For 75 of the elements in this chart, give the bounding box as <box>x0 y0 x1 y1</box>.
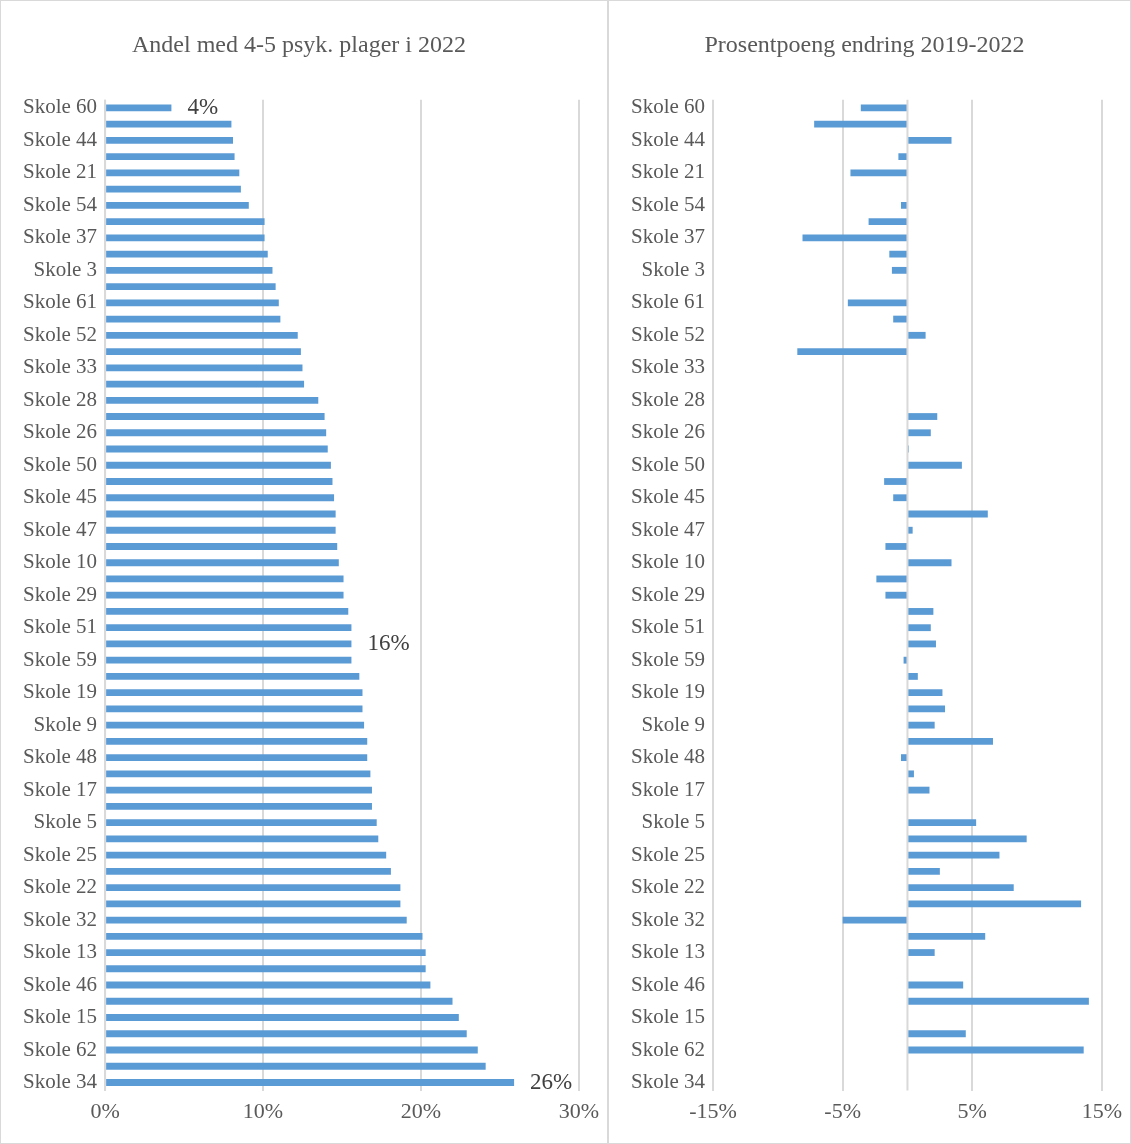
y-tick-label: Skole 47 <box>22 516 98 541</box>
x-tick-label: 30% <box>558 1097 599 1123</box>
data-label: 4% <box>187 93 219 119</box>
y-tick-label: Skole 62 <box>22 1036 98 1061</box>
y-tick-label: Skole 61 <box>22 289 98 314</box>
y-tick-label: Skole 46 <box>630 971 706 996</box>
y-tick-label: Skole 15 <box>630 1004 706 1029</box>
y-tick-label: Skole 22 <box>630 874 706 899</box>
y-tick-label: Skole 47 <box>630 516 706 541</box>
x-tick-label: 10% <box>242 1097 284 1123</box>
x-tick-label: 15% <box>1081 1097 1122 1123</box>
y-tick-label: Skole 15 <box>22 1004 98 1029</box>
y-tick-label: Skole 25 <box>22 841 98 866</box>
y-tick-label: Skole 37 <box>630 224 706 249</box>
y-tick-label: Skole 9 <box>641 711 706 736</box>
y-tick-label: Skole 61 <box>630 289 706 314</box>
y-tick-label: Skole 9 <box>33 711 98 736</box>
y-tick-label: Skole 44 <box>630 126 706 151</box>
y-tick-label: Skole 26 <box>22 419 98 444</box>
y-tick-label: Skole 3 <box>641 256 706 281</box>
y-tick-label: Skole 34 <box>630 1068 706 1093</box>
y-tick-label: Skole 29 <box>630 581 706 606</box>
y-tick-label: Skole 54 <box>630 191 706 216</box>
y-tick-label: Skole 13 <box>630 939 706 964</box>
y-tick-label: Skole 5 <box>641 809 706 834</box>
y-tick-label: Skole 50 <box>630 451 706 476</box>
y-tick-label: Skole 17 <box>630 776 706 801</box>
data-label: 26% <box>530 1068 573 1094</box>
y-tick-label: Skole 26 <box>630 419 706 444</box>
y-tick-label: Skole 48 <box>22 744 98 769</box>
y-tick-label: Skole 52 <box>630 321 706 346</box>
x-tick-label: -5% <box>824 1097 861 1123</box>
y-tick-label: Skole 33 <box>630 354 706 379</box>
y-tick-label: Skole 21 <box>630 159 706 184</box>
y-tick-label: Skole 37 <box>22 224 98 249</box>
y-tick-label: Skole 62 <box>630 1036 706 1061</box>
y-tick-label: Skole 46 <box>22 971 98 996</box>
chart-title: Andel med 4-5 psyk. plager i 2022 <box>132 30 466 57</box>
y-tick-label: Skole 48 <box>630 744 706 769</box>
y-tick-label: Skole 28 <box>22 386 98 411</box>
y-tick-label: Skole 60 <box>630 94 706 119</box>
y-tick-label: Skole 29 <box>22 581 98 606</box>
y-tick-label: Skole 19 <box>22 679 98 704</box>
y-tick-label: Skole 3 <box>33 256 98 281</box>
y-tick-label: Skole 19 <box>630 679 706 704</box>
y-tick-label: Skole 21 <box>22 159 98 184</box>
y-tick-label: Skole 28 <box>630 386 706 411</box>
y-tick-label: Skole 10 <box>22 549 98 574</box>
y-tick-label: Skole 59 <box>630 646 706 671</box>
y-tick-label: Skole 45 <box>22 484 98 509</box>
y-tick-label: Skole 22 <box>22 874 98 899</box>
y-tick-label: Skole 45 <box>630 484 706 509</box>
x-tick-label: -15% <box>689 1097 737 1123</box>
y-tick-label: Skole 33 <box>22 354 98 379</box>
y-tick-label: Skole 54 <box>22 191 98 216</box>
y-tick-label: Skole 34 <box>22 1068 98 1093</box>
data-label: 16% <box>367 629 410 655</box>
y-tick-label: Skole 52 <box>22 321 98 346</box>
x-tick-label: 0% <box>90 1097 120 1123</box>
x-tick-label: 20% <box>400 1097 442 1123</box>
y-tick-label: Skole 17 <box>22 776 98 801</box>
y-tick-label: Skole 32 <box>22 906 98 931</box>
chart-title: Prosentpoeng endring 2019-2022 <box>704 30 1025 57</box>
y-tick-label: Skole 51 <box>630 614 706 639</box>
y-tick-label: Skole 60 <box>22 94 98 119</box>
y-tick-label: Skole 51 <box>22 614 98 639</box>
y-tick-label: Skole 13 <box>22 939 98 964</box>
y-tick-label: Skole 10 <box>630 549 706 574</box>
y-tick-label: Skole 5 <box>33 809 98 834</box>
y-tick-label: Skole 32 <box>630 906 706 931</box>
y-tick-label: Skole 59 <box>22 646 98 671</box>
y-tick-label: Skole 50 <box>22 451 98 476</box>
x-tick-label: 5% <box>957 1097 987 1123</box>
y-tick-label: Skole 25 <box>630 841 706 866</box>
y-tick-label: Skole 44 <box>22 126 98 151</box>
